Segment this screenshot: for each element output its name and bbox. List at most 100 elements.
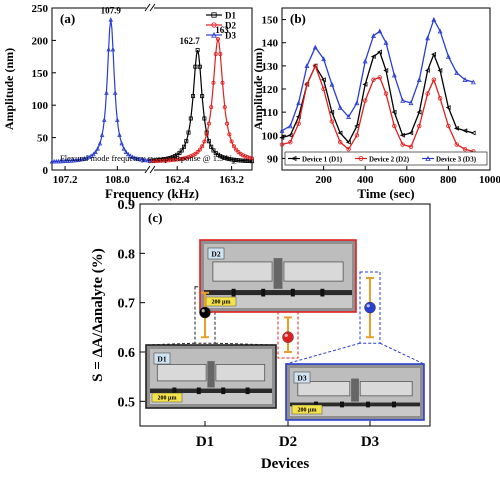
panel-b-point [362,81,368,87]
panel-b-point [329,109,335,115]
panel-b-point [437,68,443,73]
panel-a-point [209,105,214,110]
panel-b-y-tick-label: 100 [262,130,279,142]
panel-a-y-label: Amplitude (nm) [2,48,16,130]
panel-a-point [249,156,254,161]
panel-b-y-tick-label: 130 [262,61,279,73]
panel-a-point [215,37,220,42]
panel-a-point [54,158,59,164]
panel-b-point [383,91,389,96]
panel-c-y-tick-label: 0.9 [118,198,136,213]
panel-a-point [222,155,227,160]
panel-a-point [179,148,184,153]
inset-plate-right [359,381,413,397]
panel-b-point [337,104,343,110]
inset-post [196,387,201,395]
panel-a-peak-label: 163 [215,25,229,35]
panel-b-tag: (b) [290,11,306,26]
panel-b-point [392,123,397,129]
panel-b-point [425,91,430,96]
panel-b-line [281,18,474,132]
panel-b-point [391,109,397,115]
panel-c-connector [285,342,361,365]
panel-a-y-tick-label: 150 [32,68,49,80]
panel-c-x-tick-label: D1 [196,434,214,450]
inset-post [314,401,318,408]
panel-a-y-tick-label: 0 [43,165,49,177]
panel-a-point [161,158,166,163]
panel-b-point [354,133,360,138]
inset-scale-bar [151,392,183,403]
panel-a-point [220,80,225,85]
panel-a-point [128,153,133,158]
inset-plate-left [297,381,351,397]
inset-post [340,401,344,408]
panel-a-x-tick-label: 163.2 [219,174,244,186]
panel-a-point [67,158,72,163]
panel-a-point [206,121,211,126]
panel-a-point [231,144,236,149]
panel-b-point [345,139,351,145]
panel-a-series-d2 [147,36,254,164]
panel-b-legend-marker [291,155,297,162]
panel-c-inset-d2: D2 200 μm [199,239,357,313]
panel-a: 0 50 100 150 200 250 107.2 108.0 162.4 163.2 107… [2,3,254,201]
panel-b-point [431,16,437,22]
panel-b-point [437,96,443,101]
panel-a-point [234,158,239,163]
panel-a-point [179,156,184,161]
panel-b-y-label: Amplitude (nm) [251,48,265,130]
panel-a-legend-marker [211,12,217,18]
inset-substrate [290,406,420,416]
panel-b-point [416,77,422,82]
inset-post [366,401,370,408]
panel-a-x-tick-label: 162.4 [165,174,190,186]
panel-a-point [170,158,175,163]
panel-b-legend-label: Device 2 (D2) [369,156,410,164]
panel-b-point [425,35,431,41]
panel-a-point [181,156,186,161]
panel-c-frame [139,203,431,427]
panel-b-point [287,132,293,138]
panel-a-point [188,116,193,121]
panel-a-y-ticks: 0 50 100 150 200 250 [32,3,56,177]
panel-a-point [97,140,103,146]
panel-b-point [321,86,326,92]
panel-b-x-tick-label: 400 [357,174,374,186]
panel-c-x-ticks: D1 D2 D3 [196,421,379,450]
panel-b-legend-label: Device 1 (D1) [302,156,343,164]
panel-a-point [134,156,140,161]
inset-post [231,288,236,297]
panel-a-legend-label: D3 [225,31,236,41]
inset-scale-label: 200 μm [158,396,177,402]
panel-c-point-d1 [199,306,211,319]
inset-plate-right [283,261,344,282]
panel-a-point [172,157,177,162]
panel-b-x-tick-label: 800 [440,174,457,186]
panel-a-line-d2 [150,36,253,162]
panel-a-point [117,132,122,137]
panel-b-point [462,146,468,152]
inset-plate-right [215,363,266,382]
panel-b-point [391,72,397,78]
panel-c-y-tick-label: 0.7 [118,297,136,312]
panel-a-point [245,155,250,160]
panel-a-point [211,148,216,153]
panel-a-point [102,117,107,122]
panel-a-series-d3 [49,17,153,164]
panel-a-point [234,147,239,152]
panel-a-y-tick-label: 200 [32,35,49,47]
panel-b-point [470,130,476,136]
panel-a-point [60,158,66,164]
panel-a-point [49,158,55,164]
panel-a-point [249,159,254,164]
inset-substrate [204,295,352,308]
inset-post [221,387,226,395]
panel-c-tag: (c) [148,210,162,225]
panel-b-point [371,33,376,38]
inset-post [245,387,250,395]
panel-a-point [240,158,245,163]
